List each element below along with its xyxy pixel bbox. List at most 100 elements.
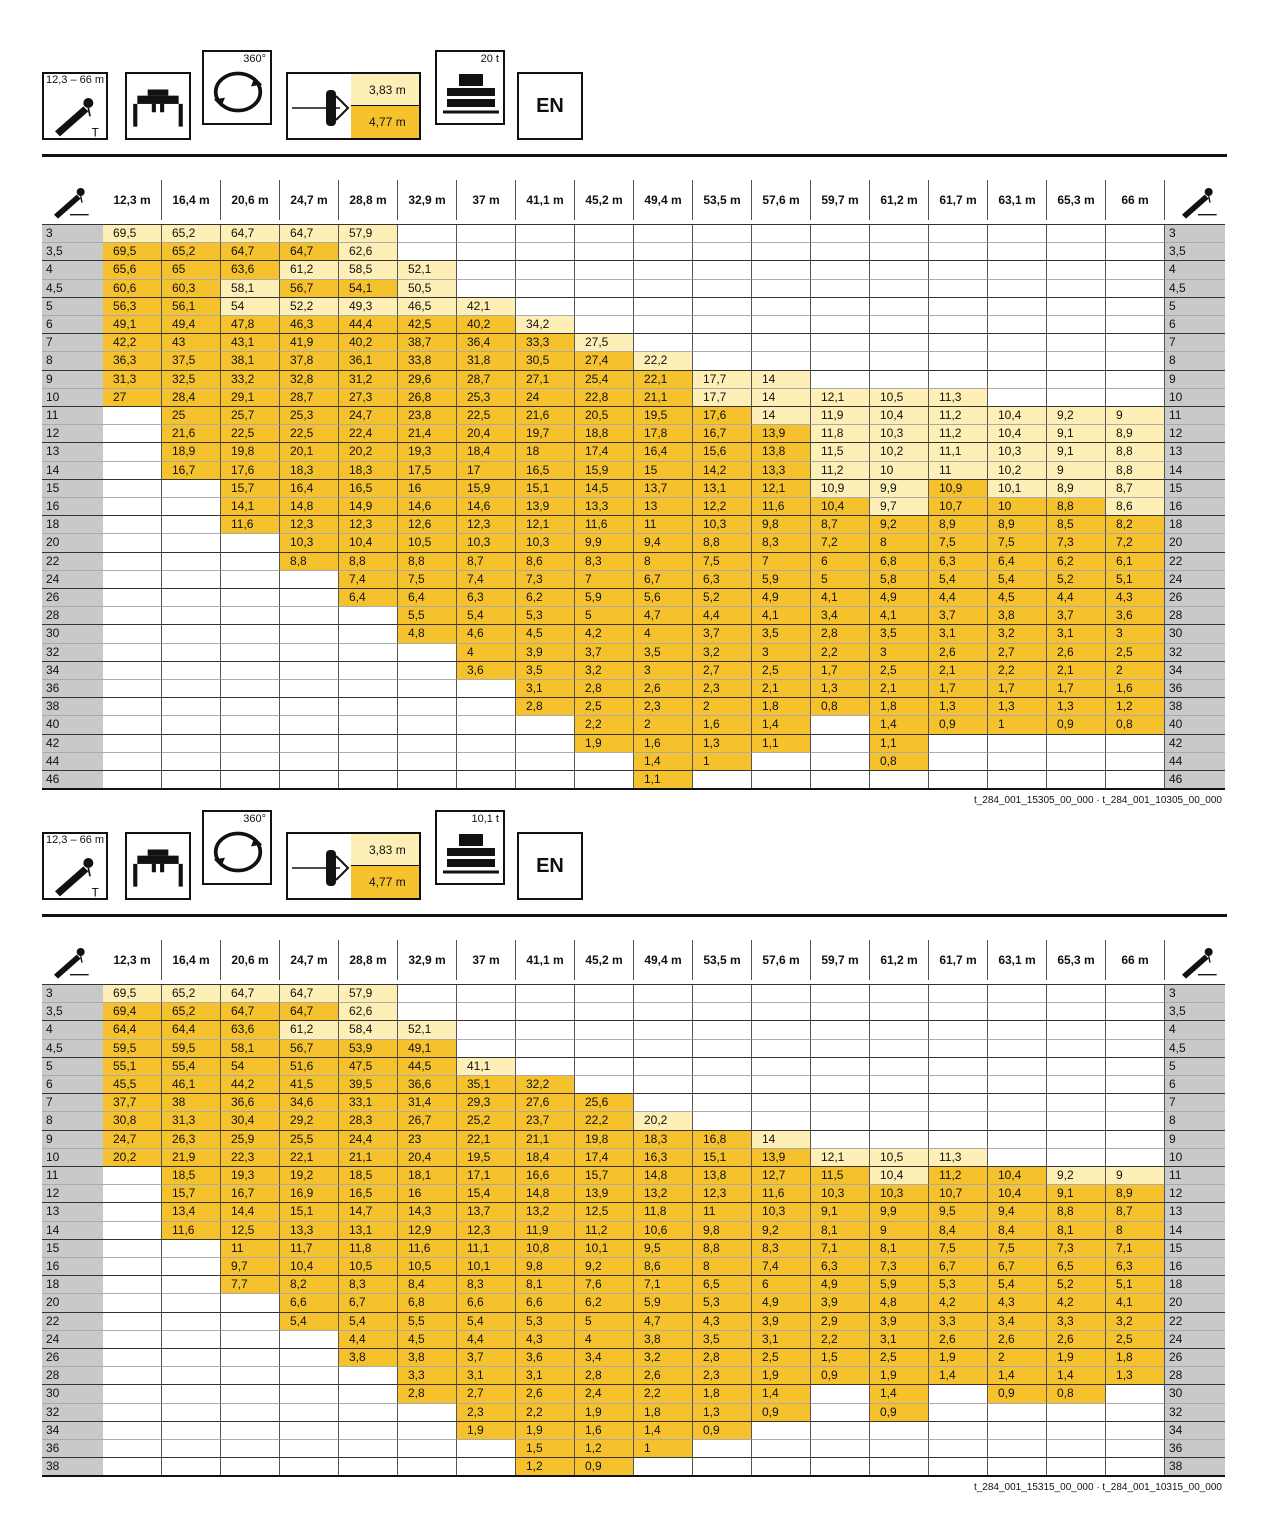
cell: 1,1: [634, 771, 693, 790]
radius: 13: [42, 1203, 103, 1222]
empty-cell: [103, 425, 162, 444]
empty-cell: [162, 607, 221, 626]
radius: 3,5: [1165, 1003, 1225, 1022]
radius: 32: [42, 643, 103, 662]
radius: 14: [42, 461, 103, 480]
cell: 62,6: [339, 1003, 398, 1022]
radius: 12: [42, 1185, 103, 1204]
cell: 22,4: [339, 425, 398, 444]
empty-cell: [1047, 316, 1106, 335]
empty-cell: [1047, 752, 1106, 771]
cell: 3,1: [929, 625, 988, 644]
cell: 8: [693, 1258, 752, 1277]
empty-cell: [693, 1039, 752, 1058]
cell: 9,4: [634, 534, 693, 553]
cell: 16: [398, 1185, 457, 1204]
empty-cell: [870, 1039, 929, 1058]
cell: 1,4: [870, 716, 929, 735]
empty-cell: [221, 771, 280, 790]
empty-cell: [1047, 1021, 1106, 1040]
empty-cell: [752, 297, 811, 316]
column-header: 45,2 m: [575, 180, 634, 220]
empty-cell: [693, 1076, 752, 1095]
empty-cell: [811, 771, 870, 790]
empty-cell: [575, 279, 634, 298]
cell: 7,1: [634, 1276, 693, 1295]
cell: 9,7: [221, 1258, 280, 1277]
rotation-label: 360°: [243, 813, 266, 825]
empty-cell: [221, 1458, 280, 1477]
cell: 4,9: [870, 589, 929, 608]
cell: 2,2: [516, 1403, 575, 1422]
cell: 29,1: [221, 388, 280, 407]
empty-cell: [693, 1021, 752, 1040]
cell: 6,8: [398, 1294, 457, 1313]
cell: 41,9: [280, 334, 339, 353]
radius: 13: [42, 443, 103, 462]
column-header: 53,5 m: [693, 180, 752, 220]
cell: 51,6: [280, 1057, 339, 1076]
cell: 9,1: [1047, 443, 1106, 462]
table-bottom-rule: [42, 788, 1225, 791]
cell: 3,2: [575, 661, 634, 680]
cell: 16,5: [339, 1185, 398, 1204]
empty-cell: [221, 1330, 280, 1349]
empty-cell: [811, 1057, 870, 1076]
cell: 3,8: [398, 1349, 457, 1368]
empty-cell: [221, 752, 280, 771]
empty-cell: [339, 752, 398, 771]
empty-cell: [752, 316, 811, 335]
cell: 9: [1106, 407, 1165, 426]
cell: 10,4: [870, 407, 929, 426]
cell: 4,3: [693, 1312, 752, 1331]
cell: 9,2: [1047, 407, 1106, 426]
cell: 16,7: [221, 1185, 280, 1204]
cell: 1,4: [752, 716, 811, 735]
column-header: 66 m: [1106, 180, 1165, 220]
cell: 19,7: [516, 425, 575, 444]
cell: 4,3: [988, 1294, 1047, 1313]
cell: 24,7: [339, 407, 398, 426]
cell: 1,3: [1106, 1367, 1165, 1386]
cell: 34,6: [280, 1094, 339, 1113]
empty-cell: [752, 1057, 811, 1076]
empty-cell: [103, 1349, 162, 1368]
empty-cell: [811, 1003, 870, 1022]
empty-cell: [398, 680, 457, 699]
empty-cell: [752, 261, 811, 280]
column-header: 65,3 m: [1047, 940, 1106, 980]
empty-cell: [1106, 1421, 1165, 1440]
cell: 4,8: [398, 625, 457, 644]
cell: 2,6: [988, 1330, 1047, 1349]
outrigger-base-icon: [125, 832, 191, 900]
radius: 5: [1165, 297, 1225, 316]
empty-cell: [103, 1203, 162, 1222]
cell: 18,5: [162, 1167, 221, 1186]
cell: 1,8: [1106, 1349, 1165, 1368]
empty-cell: [103, 1239, 162, 1258]
empty-cell: [870, 279, 929, 298]
empty-cell: [929, 1385, 988, 1404]
radius: 3,5: [42, 1003, 103, 1022]
cell: 26,3: [162, 1130, 221, 1149]
cell: 8,7: [1106, 479, 1165, 498]
empty-cell: [103, 1185, 162, 1204]
cell: 25,9: [221, 1130, 280, 1149]
empty-cell: [280, 1403, 339, 1422]
cell: 17,1: [457, 1167, 516, 1186]
cell: 8,7: [811, 516, 870, 535]
cell: 3: [870, 643, 929, 662]
cell: 0,9: [870, 1403, 929, 1422]
empty-cell: [1106, 261, 1165, 280]
radius: 44: [42, 752, 103, 771]
cell: 5,4: [457, 607, 516, 626]
cell: 20,2: [103, 1148, 162, 1167]
empty-cell: [1106, 1021, 1165, 1040]
table-bottom-rule: [42, 1475, 1225, 1478]
cell: 12,3: [339, 516, 398, 535]
cell: 61,2: [280, 1021, 339, 1040]
cell: 1,6: [693, 716, 752, 735]
empty-cell: [575, 1076, 634, 1095]
column-header: 59,7 m: [811, 180, 870, 220]
empty-cell: [693, 297, 752, 316]
